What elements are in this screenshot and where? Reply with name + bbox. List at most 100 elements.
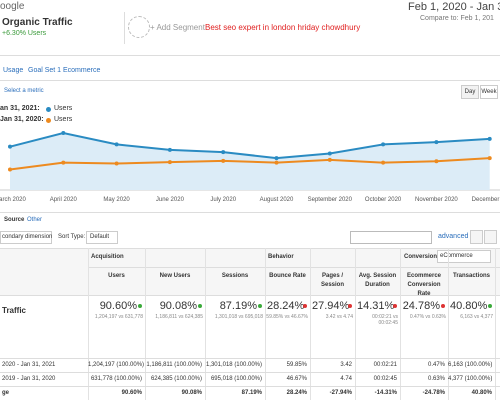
- view-icon[interactable]: [470, 230, 483, 244]
- point: [114, 142, 119, 147]
- summary-pct: 14.31%: [357, 300, 395, 312]
- trend-dot: [303, 304, 307, 308]
- tab-rule: [0, 80, 500, 81]
- point: [274, 160, 279, 165]
- add-segment[interactable]: + Add Segment: [150, 23, 205, 32]
- other-dimension[interactable]: Other: [27, 217, 43, 223]
- summary-detail: 1,301,018 vs 695,018: [214, 314, 263, 320]
- point: [114, 161, 119, 166]
- add-segment-circle[interactable]: [128, 16, 150, 38]
- point: [167, 160, 172, 165]
- point: [434, 140, 439, 145]
- sort-label: Sort Type:: [58, 234, 86, 240]
- column-header[interactable]: Avg. Session Duration: [358, 273, 397, 288]
- summary-pct: 87.19%: [219, 300, 257, 312]
- select-metric[interactable]: Select a metric: [4, 88, 44, 94]
- trend-dot: [488, 304, 492, 308]
- range-button[interactable]: Day: [461, 85, 479, 99]
- tab[interactable]: Usage: [3, 67, 24, 74]
- column-header[interactable]: Transactions: [452, 273, 490, 279]
- point: [381, 160, 386, 165]
- point: [434, 159, 439, 164]
- secondary-dimension[interactable]: condary dimension: [0, 231, 52, 244]
- line: [9, 157, 490, 171]
- column-header[interactable]: Ecommerce Conversion Rate: [406, 273, 442, 297]
- summary-pct: 28.24%: [267, 300, 305, 312]
- column-rule: [495, 248, 496, 400]
- row-cell: -14.31%: [374, 390, 397, 396]
- line: [9, 131, 490, 160]
- x-label: October 2020: [365, 197, 402, 203]
- x-label: March 2020: [0, 197, 27, 203]
- summary-detail: 3.42 vs 4.74: [325, 314, 353, 320]
- point: [8, 167, 12, 172]
- summary-detail: 59.85% vs 46.67%: [266, 314, 308, 320]
- row-cell: 90.08%: [181, 390, 202, 396]
- point: [61, 131, 66, 135]
- row-cell: 00:02:45: [373, 376, 397, 382]
- point: [327, 151, 332, 156]
- summary-pct: 24.78%: [402, 300, 440, 312]
- column-header[interactable]: New Users: [159, 273, 191, 279]
- summary-detail: 1,204,197 vs 631,778: [94, 314, 143, 320]
- group-acquisition: Acquisition: [91, 254, 124, 260]
- conversion-select[interactable]: eCommerce: [437, 250, 491, 263]
- sort-select[interactable]: Default: [86, 231, 118, 244]
- row-cell: 87.19%: [241, 390, 262, 396]
- segment-name: Organic Traffic: [2, 17, 73, 28]
- tab[interactable]: Goal Set 1: [28, 67, 62, 74]
- date-range[interactable]: Feb 1, 2020 - Jan 3: [408, 1, 500, 13]
- x-label: July 2020: [210, 197, 236, 203]
- range-button[interactable]: Week: [480, 85, 498, 99]
- row-rule: [0, 372, 500, 373]
- group-conversions: Conversions: [404, 254, 441, 260]
- x-label: November 2020: [415, 197, 458, 203]
- row-rule: [0, 358, 500, 359]
- row-cell: -27.94%: [329, 390, 352, 396]
- column-header[interactable]: Users: [108, 273, 125, 279]
- segment-detail: +6.30% Users: [2, 30, 47, 37]
- row-cell: 624,385 (100.00%): [150, 376, 202, 382]
- x-label: June 2020: [156, 197, 185, 203]
- point: [327, 157, 332, 162]
- point: [8, 144, 12, 149]
- trend-dot: [348, 304, 352, 308]
- view-icon[interactable]: [484, 230, 497, 244]
- row-cell: 1,301,018 (100.00%): [205, 362, 262, 368]
- column-header[interactable]: Bounce Rate: [269, 273, 306, 279]
- advanced-link[interactable]: advanced: [438, 233, 469, 240]
- row-cell: 4.74: [340, 376, 352, 382]
- x-label: April 2020: [50, 197, 78, 203]
- row-label: 2020 - Jan 31, 2021: [2, 362, 56, 368]
- group-behavior: Behavior: [268, 254, 294, 260]
- column-rule: [448, 248, 449, 400]
- row-rule: [0, 386, 500, 387]
- row-cell: 0.63%: [427, 376, 445, 382]
- legend-swatch: [46, 107, 51, 112]
- column-rule: [88, 248, 89, 400]
- trend-dot: [258, 304, 262, 308]
- row-cell: -24.78%: [422, 390, 445, 396]
- point: [274, 156, 279, 161]
- summary-pct: 40.80%: [450, 300, 488, 312]
- column-header[interactable]: Sessions: [221, 273, 249, 279]
- tab[interactable]: Ecommerce: [63, 67, 101, 74]
- point: [167, 147, 172, 152]
- legend-label: Jan 31, 2020:: [0, 116, 44, 123]
- x-label: September 2020: [308, 197, 353, 203]
- summary-pct: 90.60%: [99, 300, 137, 312]
- row-cell: 0.47%: [427, 362, 445, 368]
- x-label: August 2020: [260, 197, 294, 203]
- trend-dot: [138, 304, 142, 308]
- column-header[interactable]: Pages / Session: [320, 273, 344, 288]
- legend-label: an 31, 2021:: [0, 105, 40, 112]
- row-cell: 6,163 (100.00%): [448, 362, 493, 368]
- row-cell: 631,778 (100.00%): [90, 376, 142, 382]
- search-box[interactable]: [350, 231, 432, 244]
- row-label: 2019 - Jan 31, 2020: [2, 376, 56, 382]
- trend-dot: [441, 304, 445, 308]
- point: [487, 136, 492, 141]
- point: [487, 156, 492, 161]
- row-cell: 695,018 (100.00%): [210, 376, 262, 382]
